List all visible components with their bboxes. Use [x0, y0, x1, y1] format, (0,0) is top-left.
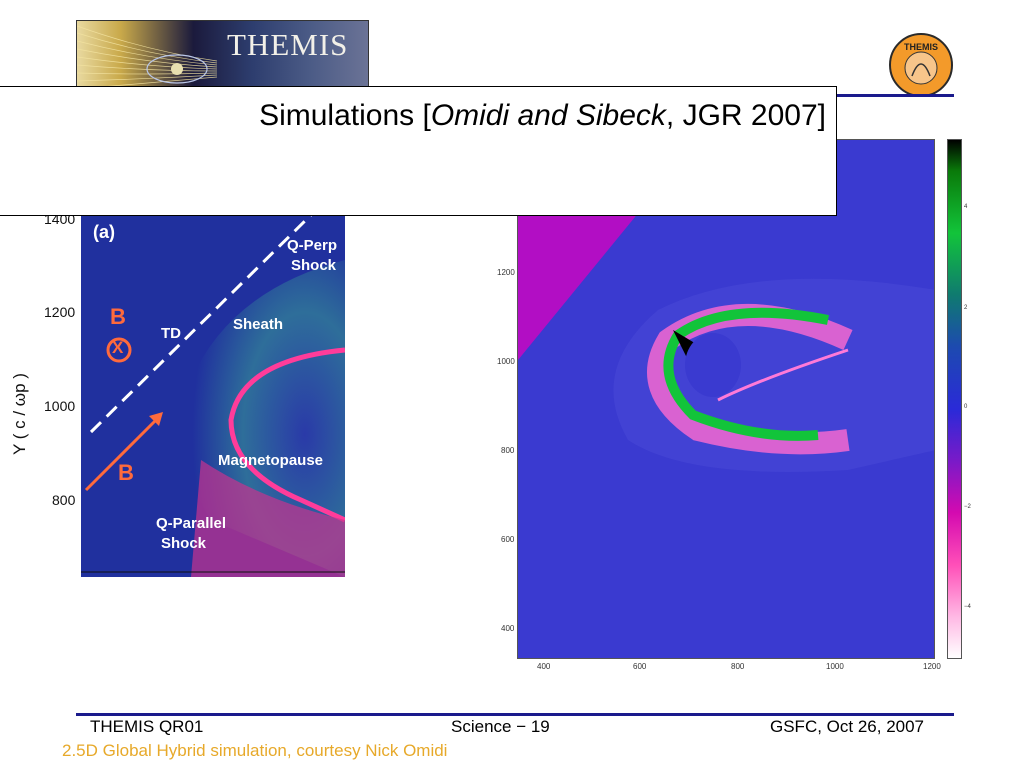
figure-caption: 2.5D Global Hybrid simulation, courtesy …	[62, 741, 448, 760]
sheath-label: Sheath	[233, 316, 284, 333]
right-x-tick: 800	[731, 662, 745, 671]
right-y-tick: 600	[501, 535, 515, 544]
themis-banner-logo: THEMIS	[76, 20, 369, 92]
right-x-tick: 1200	[923, 662, 941, 671]
td-label: TD	[161, 325, 181, 342]
left-y-axis-label: Y ( c / ωp )	[10, 373, 29, 455]
b-field-label-bottom: B	[118, 460, 134, 485]
right-x-tick: 400	[537, 662, 551, 671]
left-y-tick: 1000	[44, 398, 76, 414]
left-panel-graphic	[81, 213, 345, 577]
colorbar-tick: 0	[964, 404, 968, 410]
footer-rule	[76, 713, 954, 716]
footer-right: GSFC, Oct 26, 2007	[770, 717, 925, 736]
left-simulation-panel: (a) Q-Perp Shock TD Sheath Magnetopause …	[81, 200, 345, 577]
banner-title: THEMIS	[227, 27, 349, 62]
magnetopause-label: Magnetopause	[218, 452, 324, 469]
header-rule	[836, 94, 954, 97]
colorbar-tick: −2	[964, 504, 971, 510]
b-field-label-top: B	[110, 304, 126, 329]
footer-center: Science − 19	[451, 717, 550, 736]
title-suffix: , JGR 2007]	[665, 99, 826, 132]
q-perp-label: Q-Perp	[287, 237, 338, 254]
emblem-text: THEMIS	[904, 42, 938, 52]
right-y-tick: 1200	[497, 268, 515, 277]
right-x-tick: 1000	[826, 662, 844, 671]
footer-left: THEMIS QR01	[90, 717, 204, 736]
right-x-tick: 600	[633, 662, 647, 671]
panel-letter: (a)	[93, 222, 115, 242]
colorbar-tick: 2	[964, 305, 968, 311]
right-y-tick: 800	[501, 446, 515, 455]
field-lines-graphic	[77, 25, 218, 90]
slide-title-box: Simulations [Omidi and Sibeck, JGR 2007]	[0, 86, 837, 216]
colorbar	[947, 139, 962, 659]
q-parallel-shock-label: Shock	[161, 535, 207, 552]
themis-emblem-logo: THEMIS	[889, 33, 953, 97]
right-panel-graphic	[518, 140, 934, 472]
colorbar-tick: 4	[964, 204, 968, 210]
title-authors: Omidi and Sibeck	[430, 99, 666, 132]
title-prefix: Simulations [	[259, 99, 431, 132]
right-y-tick: 1000	[497, 357, 515, 366]
q-parallel-label: Q-Parallel	[156, 515, 227, 532]
right-simulation-panel	[517, 139, 935, 659]
right-y-tick: 400	[501, 624, 515, 633]
left-y-tick: 1200	[44, 304, 76, 320]
b-field-into-page-symbol: X	[112, 338, 124, 357]
q-perp-shock-label: Shock	[291, 257, 337, 274]
left-y-tick: 800	[52, 492, 76, 508]
slide-title: Simulations [Omidi and Sibeck, JGR 2007]	[259, 99, 826, 133]
colorbar-tick: −4	[964, 604, 971, 610]
